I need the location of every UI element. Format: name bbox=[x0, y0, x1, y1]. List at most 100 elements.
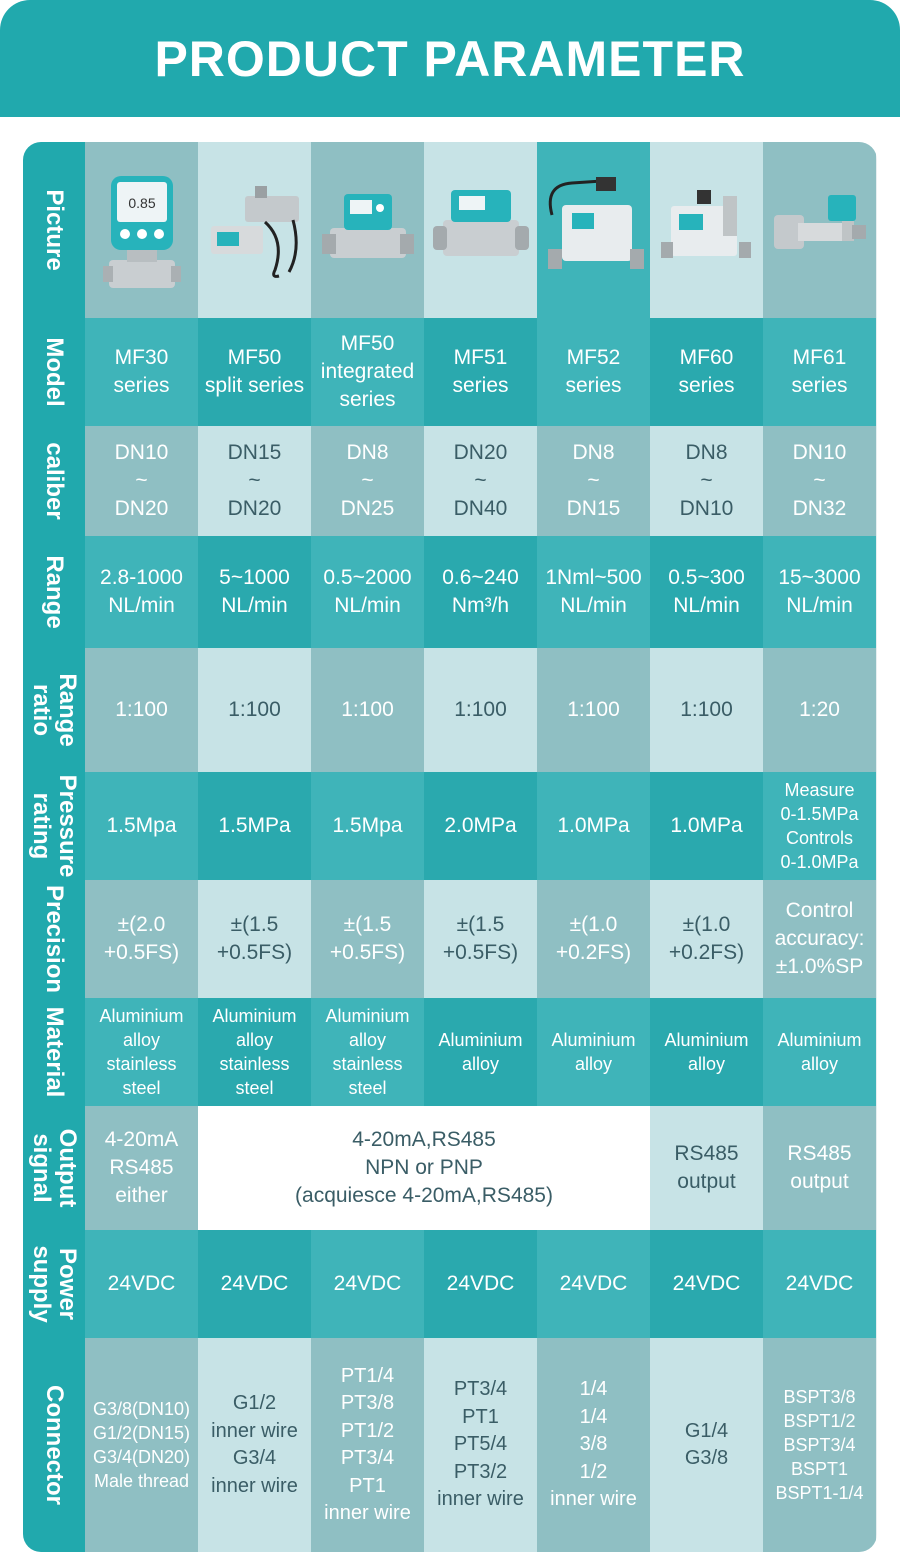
model-cell: MF30 series bbox=[85, 318, 198, 426]
header-picture: Picture bbox=[23, 142, 85, 318]
range-ratio-cell: 1:100 bbox=[85, 648, 198, 772]
range-ratio-cell: 1:100 bbox=[198, 648, 311, 772]
mf60-device-icon bbox=[660, 190, 751, 258]
power-cell: 24VDC bbox=[537, 1230, 650, 1338]
material-cell: Aluminium alloy bbox=[763, 998, 876, 1106]
row-picture: Picture 0.85 bbox=[23, 142, 877, 318]
pressure-cell: 1.5Mpa bbox=[311, 772, 424, 880]
model-cell: MF52 series bbox=[537, 318, 650, 426]
connector-cell: 1/4 1/4 3/8 1/2 inner wire bbox=[537, 1338, 650, 1552]
output-merged-cell: 4-20mA,RS485 NPN or PNP (acquiesce 4-20m… bbox=[198, 1106, 650, 1230]
mf30-device-icon: 0.85 bbox=[102, 176, 181, 288]
pressure-cell: 1.5MPa bbox=[198, 772, 311, 880]
precision-cell: ±(1.5 +0.5FS) bbox=[198, 880, 311, 998]
caliber-cell: DN8 ~ DN10 bbox=[650, 426, 763, 536]
power-cell: 24VDC bbox=[763, 1230, 876, 1338]
pressure-cell: Measure 0-1.5MPa Controls 0-1.0MPa bbox=[763, 772, 876, 880]
caliber-cell: DN8 ~ DN15 bbox=[537, 426, 650, 536]
row-precision: Precision ±(2.0 +0.5FS) ±(1.5 +0.5FS) ±(… bbox=[23, 880, 877, 998]
range-ratio-cell: 1:20 bbox=[763, 648, 876, 772]
range-ratio-cell: 1:100 bbox=[537, 648, 650, 772]
caliber-cell: DN15 ~ DN20 bbox=[198, 426, 311, 536]
header-output: Output signal bbox=[23, 1106, 85, 1230]
picture-cell bbox=[198, 142, 311, 318]
precision-cell: ±(1.5 +0.5FS) bbox=[311, 880, 424, 998]
range-cell: 2.8-1000 NL/min bbox=[85, 536, 198, 648]
precision-cell: ±(2.0 +0.5FS) bbox=[85, 880, 198, 998]
row-connector: Connector G3/8(DN10) G1/2(DN15) G3/4(DN2… bbox=[23, 1338, 877, 1552]
mf51-device-icon bbox=[432, 190, 529, 256]
material-cell: Aluminium alloy stainless steel bbox=[311, 998, 424, 1106]
output-cell: 4-20mA RS485 either bbox=[85, 1106, 198, 1230]
mf50-integrated-device-icon bbox=[321, 194, 414, 258]
range-ratio-cell: 1:100 bbox=[424, 648, 537, 772]
title-banner: PRODUCT PARAMETER bbox=[0, 0, 900, 117]
picture-cell bbox=[763, 142, 876, 318]
material-cell: Aluminium alloy bbox=[537, 998, 650, 1106]
header-range-ratio: Range ratio bbox=[23, 648, 85, 772]
model-cell: MF61 series bbox=[763, 318, 876, 426]
power-cell: 24VDC bbox=[650, 1230, 763, 1338]
header-model: Model bbox=[23, 318, 85, 426]
row-power: Power supply 24VDC 24VDC 24VDC 24VDC 24V… bbox=[23, 1230, 877, 1338]
pressure-cell: 1.5Mpa bbox=[85, 772, 198, 880]
picture-cell bbox=[424, 142, 537, 318]
header-power: Power supply bbox=[23, 1230, 85, 1338]
range-cell: 0.5~300 NL/min bbox=[650, 536, 763, 648]
connector-cell: G1/4 G3/8 bbox=[650, 1338, 763, 1552]
power-cell: 24VDC bbox=[311, 1230, 424, 1338]
range-cell: 1Nml~500 NL/min bbox=[537, 536, 650, 648]
caliber-cell: DN20 ~ DN40 bbox=[424, 426, 537, 536]
row-output: Output signal 4-20mA RS485 either 4-20mA… bbox=[23, 1106, 877, 1230]
precision-cell: Control accuracy: ±1.0%SP bbox=[763, 880, 876, 998]
range-ratio-cell: 1:100 bbox=[650, 648, 763, 772]
range-cell: 0.5~2000 NL/min bbox=[311, 536, 424, 648]
picture-cell bbox=[311, 142, 424, 318]
range-cell: 5~1000 NL/min bbox=[198, 536, 311, 648]
connector-cell: G1/2 inner wire G3/4 inner wire bbox=[198, 1338, 311, 1552]
picture-cell: 0.85 bbox=[85, 142, 198, 318]
mf61-device-icon bbox=[773, 195, 866, 249]
connector-cell: G3/8(DN10) G1/2(DN15) G3/4(DN20) Male th… bbox=[85, 1338, 198, 1552]
material-cell: Aluminium alloy stainless steel bbox=[85, 998, 198, 1106]
model-cell: MF50 split series bbox=[198, 318, 311, 426]
power-cell: 24VDC bbox=[424, 1230, 537, 1338]
connector-cell: PT3/4 PT1 PT5/4 PT3/2 inner wire bbox=[424, 1338, 537, 1552]
pressure-cell: 2.0MPa bbox=[424, 772, 537, 880]
header-pressure: Pressure rating bbox=[23, 772, 85, 880]
row-pressure: Pressure rating 1.5Mpa 1.5MPa 1.5Mpa 2.0… bbox=[23, 772, 877, 880]
mf52-device-icon bbox=[547, 177, 644, 269]
header-caliber: caliber bbox=[23, 426, 85, 536]
header-material: Material bbox=[23, 998, 85, 1106]
range-cell: 15~3000 NL/min bbox=[763, 536, 876, 648]
row-material: Material Aluminium alloy stainless steel… bbox=[23, 998, 877, 1106]
material-cell: Aluminium alloy bbox=[650, 998, 763, 1106]
parameter-table: Picture 0.85 bbox=[23, 142, 877, 1552]
mf50-split-device-icon bbox=[210, 186, 299, 278]
row-range-ratio: Range ratio 1:100 1:100 1:100 1:100 1:10… bbox=[23, 648, 877, 772]
header-range: Range bbox=[23, 536, 85, 648]
material-cell: Aluminium alloy stainless steel bbox=[198, 998, 311, 1106]
connector-cell: PT1/4 PT3/8 PT1/2 PT3/4 PT1 inner wire bbox=[311, 1338, 424, 1552]
pressure-cell: 1.0MPa bbox=[537, 772, 650, 880]
pressure-cell: 1.0MPa bbox=[650, 772, 763, 880]
output-cell: RS485 output bbox=[763, 1106, 876, 1230]
precision-cell: ±(1.0 +0.2FS) bbox=[650, 880, 763, 998]
precision-cell: ±(1.0 +0.2FS) bbox=[537, 880, 650, 998]
connector-cell: BSPT3/8 BSPT1/2 BSPT3/4 BSPT1 BSPT1-1/4 bbox=[763, 1338, 876, 1552]
precision-cell: ±(1.5 +0.5FS) bbox=[424, 880, 537, 998]
page-title: PRODUCT PARAMETER bbox=[154, 30, 746, 87]
model-cell: MF50 integrated series bbox=[311, 318, 424, 426]
model-cell: MF60 series bbox=[650, 318, 763, 426]
row-range: Range 2.8-1000 NL/min 5~1000 NL/min 0.5~… bbox=[23, 536, 877, 648]
material-cell: Aluminium alloy bbox=[424, 998, 537, 1106]
row-model: Model MF30 series MF50 split series MF50… bbox=[23, 318, 877, 426]
caliber-cell: DN10 ~ DN32 bbox=[763, 426, 876, 536]
range-cell: 0.6~240 Nm³/h bbox=[424, 536, 537, 648]
caliber-cell: DN8 ~ DN25 bbox=[311, 426, 424, 536]
header-precision: Precision bbox=[23, 880, 85, 998]
header-connector: Connector bbox=[23, 1338, 85, 1552]
power-cell: 24VDC bbox=[198, 1230, 311, 1338]
picture-cell bbox=[537, 142, 650, 318]
output-cell: RS485 output bbox=[650, 1106, 763, 1230]
